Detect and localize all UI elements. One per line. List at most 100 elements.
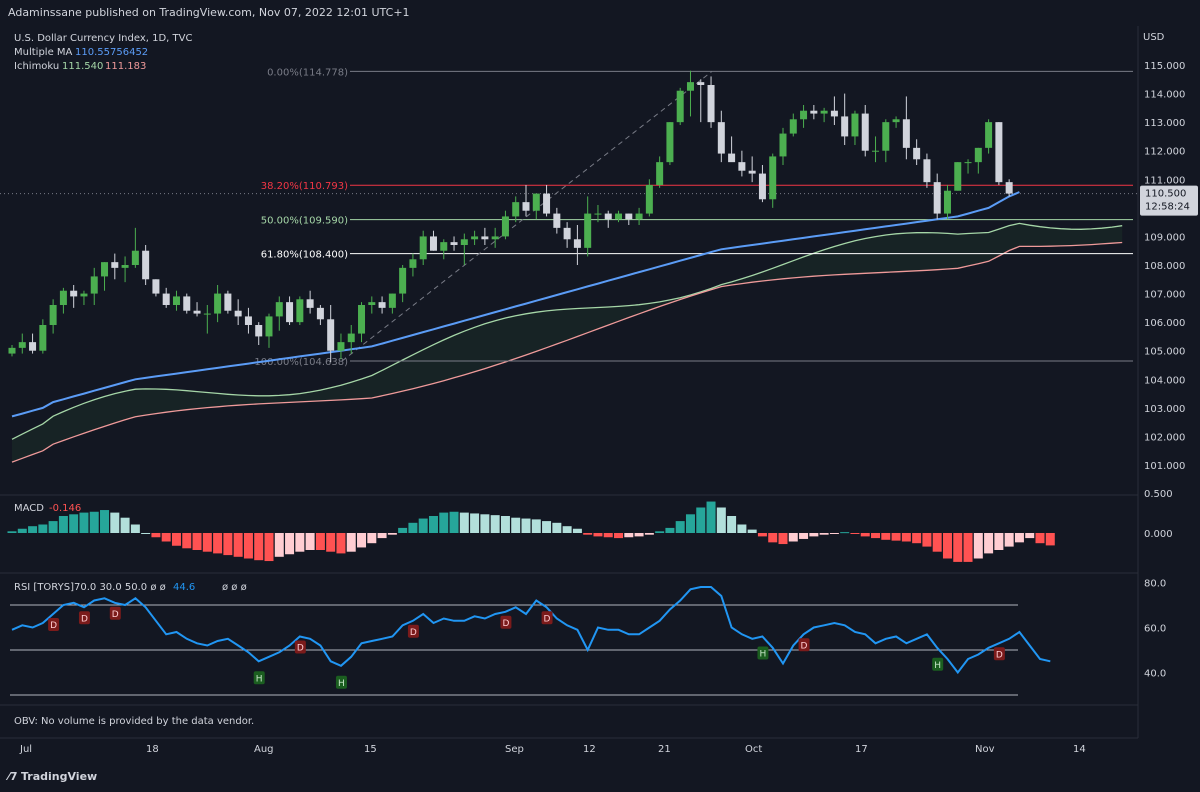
- candle-body: [964, 162, 972, 164]
- candle: [758, 165, 766, 203]
- candle: [388, 293, 396, 314]
- chart-area[interactable]: 0.00%(114.778) 38.20%(110.793) 50.00%(109.…: [0, 26, 1200, 764]
- macd-bar: [768, 533, 778, 543]
- candle-body: [90, 276, 98, 294]
- macd-bar: [100, 510, 110, 533]
- candle-body: [676, 90, 684, 123]
- time-tick: Nov: [975, 744, 995, 755]
- candle: [512, 196, 520, 223]
- macd-bar: [871, 533, 881, 539]
- macd-bar: [58, 516, 68, 533]
- time-tick: 14: [1073, 744, 1086, 755]
- rsi-bearish-marker: [48, 618, 60, 631]
- macd-bar: [1004, 533, 1014, 547]
- macd-bar: [552, 522, 562, 533]
- time-tick: 15: [364, 744, 377, 755]
- macd-bar: [141, 533, 151, 534]
- candle: [676, 87, 684, 125]
- candle: [450, 236, 458, 251]
- ichimoku-legend-v1: 111.540: [62, 61, 103, 72]
- candle: [296, 296, 304, 325]
- rsi-value: 44.6: [173, 582, 195, 593]
- macd-bar: [829, 533, 839, 534]
- candle-body: [594, 213, 602, 215]
- macd-bar: [881, 533, 891, 540]
- candle: [769, 153, 777, 208]
- candle-body: [80, 293, 88, 297]
- publish-bar: Adaminssane published on TradingView.com…: [0, 0, 1200, 26]
- macd-bar: [7, 531, 17, 533]
- candle-body: [810, 110, 818, 114]
- macd-bar: [860, 533, 870, 537]
- rsi-bullish-marker: [253, 671, 265, 685]
- rsi-bearish-marker-label: D: [502, 619, 509, 629]
- tradingview-logo[interactable]: ⁄7 TradingView: [8, 770, 97, 783]
- macd-bar: [223, 533, 233, 556]
- candle-body: [697, 82, 705, 85]
- candle: [974, 147, 982, 174]
- candle-body: [419, 236, 427, 260]
- candle-body: [460, 239, 468, 245]
- macd-bar: [716, 507, 726, 533]
- candle: [943, 185, 951, 220]
- macd-tick: 0.500: [1144, 489, 1173, 500]
- candle-body: [573, 239, 581, 248]
- rsi-bearish-marker: [500, 615, 512, 629]
- candle: [306, 290, 314, 314]
- rsi-bearish-marker: [109, 606, 121, 620]
- time-tick: 17: [855, 744, 868, 755]
- macd-bar: [315, 533, 325, 550]
- candle: [481, 227, 489, 245]
- macd-bar: [398, 527, 408, 533]
- candle: [49, 299, 57, 334]
- macd-bar: [1035, 533, 1045, 544]
- rsi-bullish-marker-label: H: [256, 674, 263, 684]
- candle: [810, 105, 818, 120]
- last-price-value: 110.500: [1145, 189, 1186, 200]
- macd-bar: [264, 533, 274, 562]
- price-tick: 109.000: [1144, 232, 1185, 243]
- candle: [368, 296, 376, 314]
- macd-bar: [192, 533, 202, 550]
- candle-body: [358, 305, 366, 334]
- candle-body: [337, 342, 345, 351]
- candle: [347, 325, 355, 354]
- candle-body: [388, 293, 396, 308]
- macd-bar: [213, 533, 223, 554]
- macd-bar: [295, 533, 305, 552]
- candle-body: [872, 150, 880, 152]
- candle: [18, 333, 26, 354]
- candle-body: [70, 290, 78, 297]
- candle: [666, 122, 674, 165]
- candle: [70, 285, 78, 308]
- macd-bar: [254, 533, 264, 561]
- fib-label: 50.00%(109.590): [261, 216, 348, 227]
- candle-body: [995, 122, 1003, 183]
- candle-body: [543, 193, 551, 214]
- macd-bar: [1025, 533, 1035, 539]
- candle: [29, 333, 37, 354]
- candle-body: [440, 242, 448, 251]
- rsi-bearish-marker: [993, 647, 1005, 661]
- macd-bar: [912, 533, 922, 544]
- macd-bar: [480, 514, 490, 533]
- macd-bar: [346, 533, 356, 552]
- candle-body: [913, 147, 921, 160]
- candle: [532, 193, 540, 220]
- rsi-params: 70.0 30.0 50.0 ø ø: [74, 582, 166, 593]
- fibonacci-retracement[interactable]: 0.00%(114.778) 38.20%(110.793) 50.00%(109.…: [254, 67, 1133, 368]
- obv-note: OBV: No volume is provided by the data v…: [14, 716, 254, 727]
- candle: [625, 213, 633, 225]
- candle-body: [296, 299, 304, 323]
- candle-body: [820, 110, 828, 114]
- candle: [594, 205, 602, 223]
- candle-body: [604, 213, 612, 220]
- candle-body: [584, 213, 592, 248]
- macd-bar: [511, 517, 521, 533]
- macd-bar: [572, 528, 582, 533]
- macd-bar: [840, 532, 850, 534]
- macd-bar: [449, 511, 459, 533]
- tv-icon: ⁄7: [8, 770, 18, 783]
- candle-body: [666, 122, 674, 163]
- macd-bar: [243, 533, 253, 559]
